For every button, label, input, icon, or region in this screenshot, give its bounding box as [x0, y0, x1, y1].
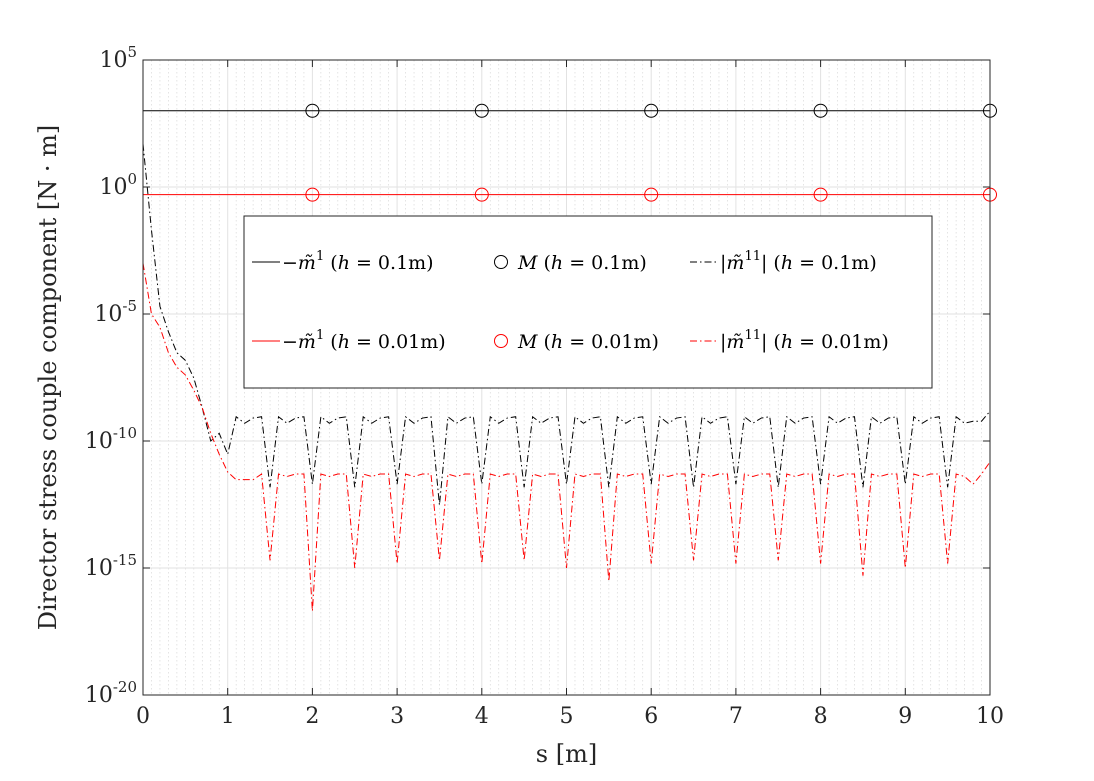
- legend-label: −m̃1 (h = 0.01m): [282, 328, 446, 353]
- series-5: [143, 263, 990, 612]
- series-group: [143, 103, 997, 612]
- legend-sample: [494, 255, 508, 269]
- x-tick-label: 4: [475, 704, 489, 729]
- x-axis-label: s [m]: [536, 740, 597, 768]
- y-tick-label: 10-10: [85, 424, 137, 454]
- series-2: [143, 143, 990, 506]
- x-tick-label: 10: [976, 704, 1004, 729]
- x-tick-label: 7: [729, 704, 743, 729]
- legend: −m̃1 (h = 0.1m) M (h = 0.1m) |m̃11| (h = 0…: [243, 215, 933, 389]
- axis-labels: 0 1 2 3 4 5 6 7 8 9 10 10-20 10-15 10-10 10-5 100 105 s […: [34, 43, 1004, 768]
- legend-label: |m̃11| (h = 0.1m): [720, 249, 877, 274]
- axis-ticks: [142, 59, 991, 696]
- legend-label: −m̃1 (h = 0.1m): [282, 249, 434, 274]
- series-marker: [813, 187, 828, 202]
- legend-label: M (h = 0.01m): [517, 331, 659, 353]
- legend-sample: [494, 334, 508, 348]
- series-line: [143, 263, 990, 612]
- series-marker: [474, 103, 489, 118]
- x-tick-label: 2: [305, 704, 319, 729]
- legend-label: M (h = 0.1m): [517, 252, 647, 274]
- x-tick-label: 5: [560, 704, 574, 729]
- x-tick-label: 3: [390, 704, 404, 729]
- x-tick-label: 0: [136, 704, 150, 729]
- series-line: [143, 143, 990, 506]
- legend-box: [243, 215, 933, 389]
- y-tick-label: 105: [99, 43, 137, 73]
- x-tick-label: 1: [221, 704, 235, 729]
- y-tick-label: 10-15: [85, 551, 137, 581]
- x-tick-label: 8: [814, 704, 828, 729]
- y-tick-label: 10-5: [94, 297, 137, 327]
- series-marker: [305, 103, 320, 118]
- series-marker: [644, 187, 659, 202]
- series-marker: [474, 187, 489, 202]
- y-axis-label: Director stress couple component [N · m]: [34, 125, 62, 631]
- series-marker: [813, 103, 828, 118]
- y-tick-label: 10-20: [85, 678, 137, 708]
- series-marker: [644, 103, 659, 118]
- x-tick-label: 6: [644, 704, 658, 729]
- x-tick-label: 9: [898, 704, 912, 729]
- legend-label: |m̃11| (h = 0.01m): [720, 328, 889, 353]
- y-tick-label: 100: [99, 170, 137, 200]
- series-marker: [305, 187, 320, 202]
